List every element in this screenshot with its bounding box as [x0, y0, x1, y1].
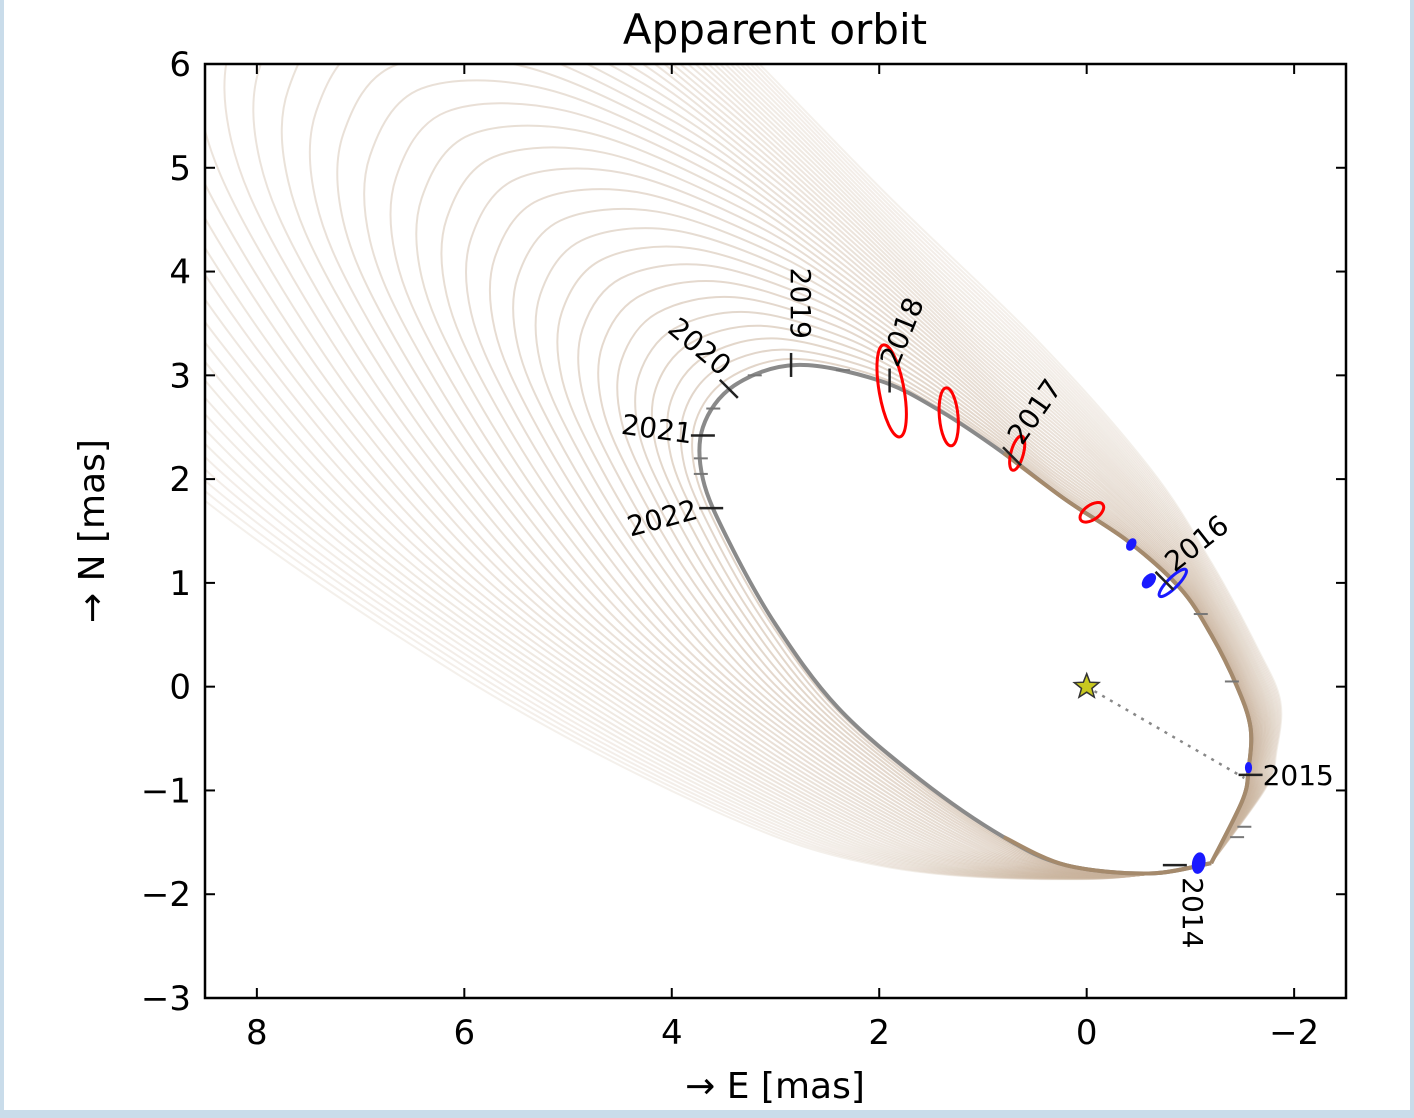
orbit-sample [205, 64, 1267, 878]
orbit-sample [205, 64, 1276, 879]
epoch-label-2019: 2019 [784, 268, 817, 339]
epoch-label-2015: 2015 [1263, 759, 1334, 792]
orbit-sample [616, 295, 1255, 875]
orbit-sample [205, 64, 1270, 878]
orbit-sample [556, 245, 1257, 876]
orbit-sample [205, 64, 1267, 878]
orbit-sample [512, 207, 1258, 876]
y-tick-label: −2 [141, 875, 191, 915]
y-tick-label: 4 [169, 253, 191, 293]
y-tick-label: −1 [141, 771, 191, 811]
orbit-sample [597, 280, 1256, 876]
error-ellipse-red [875, 343, 908, 439]
epoch-tick [718, 378, 739, 399]
best-fit-orbit [697, 362, 1254, 876]
orbit-sample [440, 146, 1260, 876]
error-ellipse-blue [1157, 567, 1188, 599]
orbit-sample [205, 64, 1273, 879]
orbit-sample [691, 357, 1253, 875]
figure-frame: Apparent orbit 8 6 4 2 0 −2 6 5 4 3 2 1 0 −1 −2 −3 → E … [4, 0, 1410, 1110]
orbit-sample [389, 102, 1261, 877]
x-axis-label: → E [mas] [685, 1066, 865, 1107]
x-tick-label: −2 [1269, 1013, 1319, 1053]
error-ellipse-blue [1126, 538, 1137, 551]
orbit-sample [252, 64, 1265, 877]
orbit-sample [363, 79, 1262, 877]
epoch-tick [1154, 570, 1175, 591]
y-tick-label: −3 [141, 979, 191, 1019]
plot-marks [693, 343, 1253, 874]
orbit-sample [577, 263, 1256, 876]
orbit-sample [205, 64, 1282, 881]
epoch-tick [1002, 446, 1022, 467]
error-ellipse-red [1008, 434, 1027, 472]
orbit-sample [205, 64, 1280, 880]
epoch-label-2014: 2014 [1176, 877, 1209, 948]
orbit-sample [205, 64, 1277, 880]
error-ellipse-red [1078, 501, 1106, 524]
orbit-sample [205, 64, 1272, 879]
axes: 8 6 4 2 0 −2 6 5 4 3 2 1 0 −1 −2 −3 [141, 45, 1346, 1053]
x-tick-label: 6 [453, 1013, 475, 1053]
best-orbit-observed-arc [1002, 835, 1212, 876]
y-tick-label: 5 [169, 149, 191, 189]
y-axis-label: → N [mas] [72, 439, 113, 623]
orbit-sample [488, 188, 1258, 876]
y-tick-label: 0 [169, 668, 191, 708]
orbit-sample [464, 167, 1259, 876]
orbit-sample [415, 124, 1261, 876]
error-ellipse-blue [1244, 761, 1253, 774]
orbit-sample [205, 64, 1268, 878]
orbit-sample [280, 64, 1264, 877]
error-ellipse-blue [1191, 852, 1206, 874]
orbit-sample [205, 64, 1272, 879]
chart-title: Apparent orbit [623, 5, 927, 54]
periastron-line [1086, 685, 1245, 780]
primary-star-marker [1072, 671, 1101, 699]
x-tick-label: 8 [246, 1013, 268, 1053]
best-orbit-observed-arc [1002, 451, 1254, 864]
x-tick-label: 0 [1076, 1013, 1098, 1053]
orbit-sample [205, 64, 1281, 880]
x-tick-label: 2 [868, 1013, 890, 1053]
orbit-sample [223, 64, 1266, 877]
y-tick-label: 2 [169, 460, 191, 500]
error-ellipse-red [937, 386, 960, 448]
epoch-label-2022: 2022 [624, 493, 701, 543]
orbit-sample [205, 64, 1275, 879]
y-tick-label: 3 [169, 356, 191, 396]
plot-frame [203, 62, 1348, 1000]
error-ellipse-blue [1141, 573, 1157, 589]
x-tick-label: 4 [661, 1013, 683, 1053]
orbit-sample [205, 64, 1274, 879]
orbit-sample [308, 64, 1263, 877]
y-tick-label: 1 [169, 564, 191, 604]
orbit-sample [205, 64, 1283, 881]
epoch-label-2020: 2020 [662, 311, 738, 382]
orbit-sample [205, 64, 1278, 880]
orbit-sample [205, 64, 1279, 880]
orbit-sample [205, 64, 1271, 878]
orbit-sample [336, 64, 1263, 877]
y-tick-label: 6 [169, 45, 191, 85]
apparent-orbit-chart: Apparent orbit 8 6 4 2 0 −2 6 5 4 3 2 1 0 −1 −2 −3 → E … [72, 5, 1348, 1107]
orbit-sample [205, 64, 1269, 878]
orbit-sample [534, 227, 1257, 876]
